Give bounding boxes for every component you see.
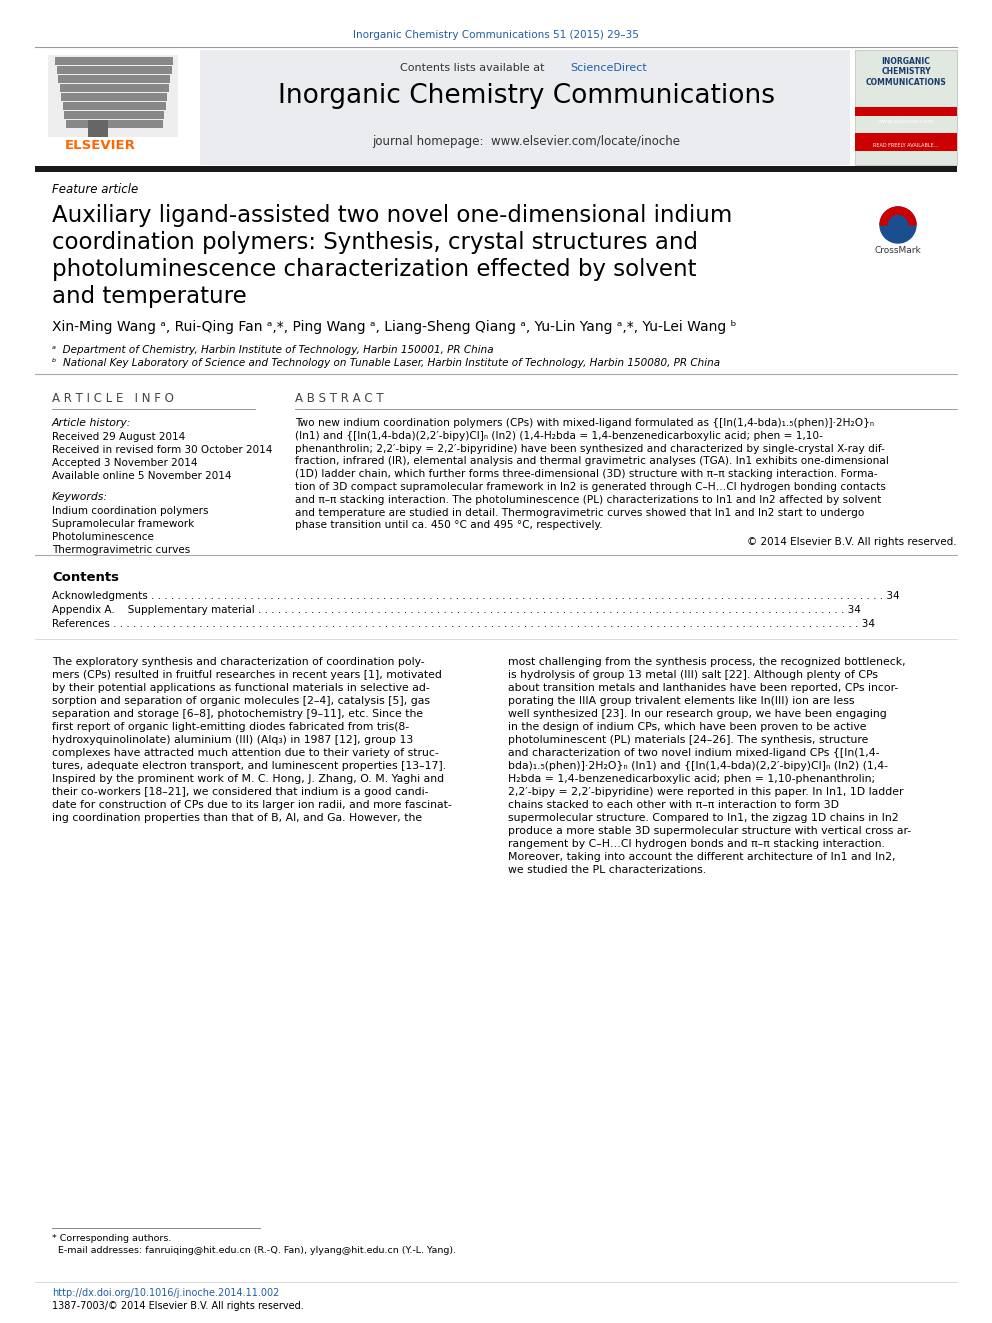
Bar bbox=[65, 120, 163, 128]
Text: Available online 5 November 2014: Available online 5 November 2014 bbox=[52, 471, 231, 482]
Text: Xin-Ming Wang ᵃ, Rui-Qing Fan ᵃ,*, Ping Wang ᵃ, Liang-Sheng Qiang ᵃ, Yu-Lin Yang: Xin-Ming Wang ᵃ, Rui-Qing Fan ᵃ,*, Ping … bbox=[52, 320, 736, 333]
Text: ELSEVIER: ELSEVIER bbox=[64, 139, 136, 152]
Text: ᵇ  National Key Laboratory of Science and Technology on Tunable Laser, Harbin In: ᵇ National Key Laboratory of Science and… bbox=[52, 359, 720, 368]
Text: * Corresponding authors.: * Corresponding authors. bbox=[52, 1234, 172, 1244]
Bar bbox=[55, 57, 173, 65]
Text: fraction, infrared (IR), elemental analysis and thermal gravimetric analyses (TG: fraction, infrared (IR), elemental analy… bbox=[295, 456, 889, 467]
Text: Contents lists available at: Contents lists available at bbox=[400, 64, 548, 73]
Text: tion of 3D compact supramolecular framework in In2 is generated through C–H…Cl h: tion of 3D compact supramolecular framew… bbox=[295, 482, 886, 492]
Bar bbox=[60, 83, 169, 93]
Bar bbox=[57, 66, 172, 74]
Text: Photoluminescence: Photoluminescence bbox=[52, 532, 154, 542]
Bar bbox=[62, 102, 166, 110]
Text: in the design of indium CPs, which have been proven to be active: in the design of indium CPs, which have … bbox=[508, 722, 866, 732]
Text: well synthesized [23]. In our research group, we have been engaging: well synthesized [23]. In our research g… bbox=[508, 709, 887, 720]
Text: coordination polymers: Synthesis, crystal structures and: coordination polymers: Synthesis, crysta… bbox=[52, 232, 698, 254]
Text: ᵃ  Department of Chemistry, Harbin Institute of Technology, Harbin 150001, PR Ch: ᵃ Department of Chemistry, Harbin Instit… bbox=[52, 345, 494, 355]
Text: and characterization of two novel indium mixed-ligand CPs {[In(1,4-: and characterization of two novel indium… bbox=[508, 749, 880, 758]
Text: E-mail addresses: fanruiqing@hit.edu.cn (R.-Q. Fan), ylyang@hit.edu.cn (Y.-L. Ya: E-mail addresses: fanruiqing@hit.edu.cn … bbox=[52, 1246, 456, 1256]
Text: READ FREELY AVAILABLE...: READ FREELY AVAILABLE... bbox=[873, 143, 938, 148]
Text: porating the IIIA group trivalent elements like In(III) ion are less: porating the IIIA group trivalent elemen… bbox=[508, 696, 854, 706]
Text: H₂bda = 1,4-benzenedicarboxylic acid; phen = 1,10-phenanthrolin;: H₂bda = 1,4-benzenedicarboxylic acid; ph… bbox=[508, 774, 875, 785]
Text: Keywords:: Keywords: bbox=[52, 492, 108, 501]
Text: Inspired by the prominent work of M. C. Hong, J. Zhang, O. M. Yaghi and: Inspired by the prominent work of M. C. … bbox=[52, 774, 444, 785]
Text: Received in revised form 30 October 2014: Received in revised form 30 October 2014 bbox=[52, 445, 273, 455]
Text: we studied the PL characterizations.: we studied the PL characterizations. bbox=[508, 865, 706, 876]
Text: A R T I C L E   I N F O: A R T I C L E I N F O bbox=[52, 392, 174, 405]
Bar bbox=[855, 50, 957, 165]
Text: most challenging from the synthesis process, the recognized bottleneck,: most challenging from the synthesis proc… bbox=[508, 658, 906, 667]
Text: ing coordination properties than that of B, Al, and Ga. However, the: ing coordination properties than that of… bbox=[52, 814, 423, 823]
Wedge shape bbox=[880, 206, 916, 225]
Text: ScienceDirect: ScienceDirect bbox=[570, 64, 647, 73]
Text: INORGANIC
CHEMISTRY
COMMUNICATIONS: INORGANIC CHEMISTRY COMMUNICATIONS bbox=[866, 57, 946, 87]
Text: Acknowledgments . . . . . . . . . . . . . . . . . . . . . . . . . . . . . . . . : Acknowledgments . . . . . . . . . . . . … bbox=[52, 591, 900, 601]
Text: http://dx.doi.org/10.1016/j.inoche.2014.11.002: http://dx.doi.org/10.1016/j.inoche.2014.… bbox=[52, 1289, 280, 1298]
Bar bbox=[61, 93, 167, 101]
Bar bbox=[868, 205, 928, 255]
Text: 2,2′-bipy = 2,2′-bipyridine) were reported in this paper. In In1, 1D ladder: 2,2′-bipy = 2,2′-bipyridine) were report… bbox=[508, 787, 904, 798]
Text: rangement by C–H…Cl hydrogen bonds and π–π stacking interaction.: rangement by C–H…Cl hydrogen bonds and π… bbox=[508, 839, 885, 849]
Bar bbox=[88, 120, 108, 138]
Text: Moreover, taking into account the different architecture of In1 and In2,: Moreover, taking into account the differ… bbox=[508, 852, 896, 863]
Text: Inorganic Chemistry Communications: Inorganic Chemistry Communications bbox=[278, 83, 775, 108]
Text: photoluminescent (PL) materials [24–26]. The synthesis, structure: photoluminescent (PL) materials [24–26].… bbox=[508, 736, 868, 745]
Text: Auxiliary ligand-assisted two novel one-dimensional indium: Auxiliary ligand-assisted two novel one-… bbox=[52, 204, 732, 228]
Text: Thermogravimetric curves: Thermogravimetric curves bbox=[52, 545, 190, 556]
Bar bbox=[64, 111, 164, 119]
Text: photoluminescence characterization effected by solvent: photoluminescence characterization effec… bbox=[52, 258, 696, 280]
Bar bbox=[58, 75, 170, 83]
Text: www.elsevier.com: www.elsevier.com bbox=[878, 119, 934, 124]
Text: sorption and separation of organic molecules [2–4], catalysis [5], gas: sorption and separation of organic molec… bbox=[52, 696, 430, 706]
Text: is hydrolysis of group 13 metal (III) salt [22]. Although plenty of CPs: is hydrolysis of group 13 metal (III) sa… bbox=[508, 671, 878, 680]
Text: The exploratory synthesis and characterization of coordination poly-: The exploratory synthesis and characteri… bbox=[52, 658, 425, 667]
Text: Contents: Contents bbox=[52, 572, 119, 585]
Text: phase transition until ca. 450 °C and 495 °C, respectively.: phase transition until ca. 450 °C and 49… bbox=[295, 520, 602, 531]
Text: (1D) ladder chain, which further forms three-dimensional (3D) structure with π–π: (1D) ladder chain, which further forms t… bbox=[295, 470, 878, 479]
Text: Two new indium coordination polymers (CPs) with mixed-ligand formulated as {[In(: Two new indium coordination polymers (CP… bbox=[295, 418, 874, 429]
Text: chains stacked to each other with π–π interaction to form 3D: chains stacked to each other with π–π in… bbox=[508, 800, 839, 810]
Text: and temperature: and temperature bbox=[52, 284, 247, 308]
Text: and π–π stacking interaction. The photoluminescence (PL) characterizations to In: and π–π stacking interaction. The photol… bbox=[295, 495, 881, 505]
Text: date for construction of CPs due to its larger ion radii, and more fascinat-: date for construction of CPs due to its … bbox=[52, 800, 451, 810]
Text: Accepted 3 November 2014: Accepted 3 November 2014 bbox=[52, 458, 197, 468]
Text: phenanthrolin; 2,2′-bipy = 2,2′-bipyridine) have been synthesized and characteri: phenanthrolin; 2,2′-bipy = 2,2′-bipyridi… bbox=[295, 443, 885, 454]
Text: hydroxyquinolinolate) aluminium (III) (Alq₃) in 1987 [12], group 13: hydroxyquinolinolate) aluminium (III) (A… bbox=[52, 736, 414, 745]
Text: A B S T R A C T: A B S T R A C T bbox=[295, 392, 384, 405]
Text: tures, adequate electron transport, and luminescent properties [13–17].: tures, adequate electron transport, and … bbox=[52, 761, 446, 771]
Text: and temperature are studied in detail. Thermogravimetric curves showed that In1 : and temperature are studied in detail. T… bbox=[295, 508, 864, 517]
Bar bbox=[35, 50, 200, 165]
Text: CrossMark: CrossMark bbox=[875, 246, 922, 255]
Text: Inorganic Chemistry Communications 51 (2015) 29–35: Inorganic Chemistry Communications 51 (2… bbox=[353, 30, 639, 40]
Text: separation and storage [6–8], photochemistry [9–11], etc. Since the: separation and storage [6–8], photochemi… bbox=[52, 709, 424, 720]
Text: bda)₁.₅(phen)]·2H₂O}ₙ (In1) and {[In(1,4-bda)(2,2′-bipy)Cl]ₙ (In2) (1,4-: bda)₁.₅(phen)]·2H₂O}ₙ (In1) and {[In(1,4… bbox=[508, 761, 888, 771]
Text: Supramolecular framework: Supramolecular framework bbox=[52, 519, 194, 529]
Text: journal homepage:  www.elsevier.com/locate/inoche: journal homepage: www.elsevier.com/locat… bbox=[372, 135, 680, 148]
Text: Article history:: Article history: bbox=[52, 418, 131, 429]
Text: Feature article: Feature article bbox=[52, 183, 138, 196]
Text: References . . . . . . . . . . . . . . . . . . . . . . . . . . . . . . . . . . .: References . . . . . . . . . . . . . . .… bbox=[52, 619, 875, 630]
Text: complexes have attracted much attention due to their variety of struc-: complexes have attracted much attention … bbox=[52, 749, 438, 758]
Bar bbox=[48, 56, 178, 138]
Text: by their potential applications as functional materials in selective ad-: by their potential applications as funct… bbox=[52, 683, 430, 693]
Text: Indium coordination polymers: Indium coordination polymers bbox=[52, 505, 208, 516]
Circle shape bbox=[880, 206, 916, 243]
Bar bbox=[35, 165, 957, 172]
Text: produce a more stable 3D supermolecular structure with vertical cross ar-: produce a more stable 3D supermolecular … bbox=[508, 826, 911, 836]
Text: about transition metals and lanthanides have been reported, CPs incor-: about transition metals and lanthanides … bbox=[508, 683, 898, 693]
Text: Appendix A.    Supplementary material . . . . . . . . . . . . . . . . . . . . . : Appendix A. Supplementary material . . .… bbox=[52, 605, 861, 615]
Text: mers (CPs) resulted in fruitful researches in recent years [1], motivated: mers (CPs) resulted in fruitful research… bbox=[52, 671, 441, 680]
Text: (In1) and {[In(1,4-bda)(2,2′-bipy)Cl]ₙ (In2) (1,4-H₂bda = 1,4-benzenedicarboxyli: (In1) and {[In(1,4-bda)(2,2′-bipy)Cl]ₙ (… bbox=[295, 431, 823, 441]
Text: supermolecular structure. Compared to In1, the zigzag 1D chains in In2: supermolecular structure. Compared to In… bbox=[508, 814, 899, 823]
Bar bbox=[855, 107, 957, 116]
Text: 1387-7003/© 2014 Elsevier B.V. All rights reserved.: 1387-7003/© 2014 Elsevier B.V. All right… bbox=[52, 1301, 304, 1311]
Bar bbox=[855, 134, 957, 151]
Bar bbox=[200, 50, 850, 165]
Text: first report of organic light-emitting diodes fabricated from tris(8-: first report of organic light-emitting d… bbox=[52, 722, 409, 732]
Text: © 2014 Elsevier B.V. All rights reserved.: © 2014 Elsevier B.V. All rights reserved… bbox=[747, 537, 957, 548]
Text: Received 29 August 2014: Received 29 August 2014 bbox=[52, 433, 186, 442]
Text: their co-workers [18–21], we considered that indium is a good candi-: their co-workers [18–21], we considered … bbox=[52, 787, 429, 798]
